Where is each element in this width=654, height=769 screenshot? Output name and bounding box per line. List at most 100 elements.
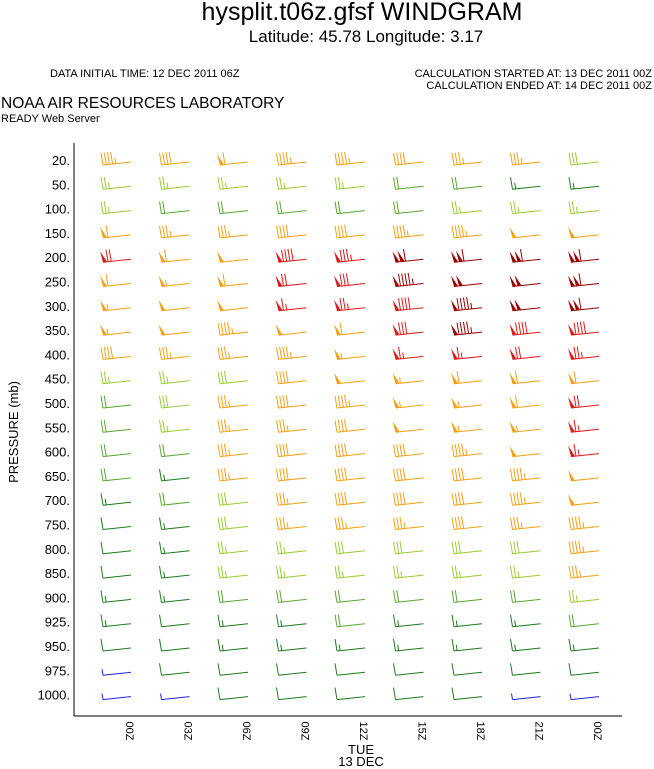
wind-barb	[217, 516, 249, 530]
wind-barb	[392, 372, 424, 385]
x-tick-label: 09Z	[299, 722, 311, 741]
wind-barb	[568, 589, 600, 603]
wind-barb	[334, 201, 366, 215]
wind-barb	[217, 492, 249, 506]
y-tick-label: 500.	[45, 396, 70, 411]
wind-barb	[334, 541, 366, 555]
wind-barb	[159, 614, 190, 628]
wind-barb	[451, 371, 483, 385]
y-tick-label: 975.	[45, 663, 70, 678]
wind-barb	[509, 321, 541, 336]
y-tick-label: 950.	[45, 639, 70, 654]
wind-barb	[509, 226, 541, 239]
chart-title: hysplit.t06z.gfsf WINDGRAM	[202, 0, 523, 26]
wind-barb	[334, 394, 366, 409]
wind-barb	[159, 225, 190, 239]
y-tick-label: 900.	[45, 590, 70, 605]
wind-barb	[510, 152, 541, 166]
x-tick-label: 15Z	[416, 722, 428, 741]
wind-barb	[393, 443, 424, 458]
wind-barb	[159, 444, 190, 458]
wind-barb	[100, 249, 132, 263]
wind-barb	[217, 176, 249, 190]
wind-barb	[509, 445, 541, 458]
wind-barb	[160, 693, 190, 701]
wind-barb	[451, 152, 483, 166]
wind-barb	[159, 638, 190, 652]
wind-barb	[334, 224, 366, 239]
wind-barb	[217, 201, 249, 215]
wind-barb	[159, 176, 190, 190]
wind-barb	[509, 421, 541, 433]
lab-name: NOAA AIR RESOURCES LABORATORY	[1, 95, 284, 112]
wind-barb	[334, 516, 366, 530]
wind-barb	[393, 687, 424, 701]
wind-barb	[392, 321, 424, 336]
x-tick-labels: 00Z 03Z 06Z 09Z 12Z 15Z 18Z 21Z 00Z	[123, 722, 603, 741]
y-tick-label: 600.	[45, 445, 70, 460]
y-tick-label: 800.	[45, 542, 70, 557]
wind-barb	[276, 663, 307, 676]
wind-barb	[451, 274, 483, 287]
y-tick-label: 250.	[45, 275, 70, 290]
wind-barb	[568, 494, 600, 506]
wind-barb	[100, 444, 132, 458]
wind-barb	[159, 492, 190, 506]
wind-barb	[393, 151, 424, 166]
wind-barb	[100, 614, 132, 628]
wind-barb	[451, 492, 483, 506]
wind-barb	[509, 274, 541, 287]
y-tick-label: 200.	[45, 250, 70, 265]
calculation-started: CALCULATION STARTED AT: 13 DEC 2011 00Z	[415, 68, 653, 80]
wind-barb	[159, 566, 190, 579]
wind-barb	[217, 225, 249, 239]
wind-barb	[276, 467, 307, 482]
wind-barb	[217, 565, 249, 579]
wind-barb	[393, 467, 424, 482]
wind-barb	[568, 419, 600, 433]
wind-barb	[276, 370, 307, 385]
wind-barb	[100, 151, 132, 166]
wind-barb	[159, 468, 190, 482]
wind-barb	[510, 492, 541, 506]
wind-barb	[569, 693, 600, 701]
wind-barb	[276, 687, 307, 701]
server-name: READY Web Server	[1, 113, 100, 125]
wind-barb	[275, 273, 307, 287]
x-tick-label: 06Z	[240, 722, 252, 741]
x-tick-label: 21Z	[533, 722, 545, 741]
wind-barb	[393, 201, 424, 215]
wind-barb	[393, 541, 424, 555]
wind-barb	[451, 614, 483, 628]
wind-barb	[334, 297, 366, 312]
calculation-ended: CALCULATION ENDED AT: 14 DEC 2011 00Z	[426, 80, 652, 92]
wind-barb	[101, 669, 132, 676]
wind-barb	[334, 589, 366, 603]
wind-barbs	[100, 151, 600, 701]
wind-barb	[568, 273, 600, 287]
wind-barb	[276, 492, 307, 506]
wind-barb	[568, 614, 600, 628]
wind-barb	[393, 516, 424, 530]
wind-barb	[451, 201, 483, 215]
wind-barb	[568, 346, 600, 360]
wind-barb	[451, 346, 483, 360]
wind-barb	[392, 297, 424, 312]
wind-barb	[276, 394, 307, 409]
wind-barb	[451, 176, 483, 190]
wind-barb	[568, 177, 600, 190]
wind-barb	[159, 590, 190, 603]
wind-barb	[392, 272, 424, 287]
wind-barb	[568, 638, 600, 652]
wind-barb	[276, 201, 307, 215]
wind-barb	[217, 419, 249, 433]
wind-barb	[158, 299, 190, 312]
wind-barb	[334, 151, 366, 166]
wind-barb	[276, 176, 307, 190]
wind-barb	[334, 443, 366, 458]
wind-barb	[393, 492, 424, 506]
wind-barb	[276, 565, 307, 579]
wind-barb	[451, 421, 483, 433]
wind-barb	[159, 151, 190, 166]
